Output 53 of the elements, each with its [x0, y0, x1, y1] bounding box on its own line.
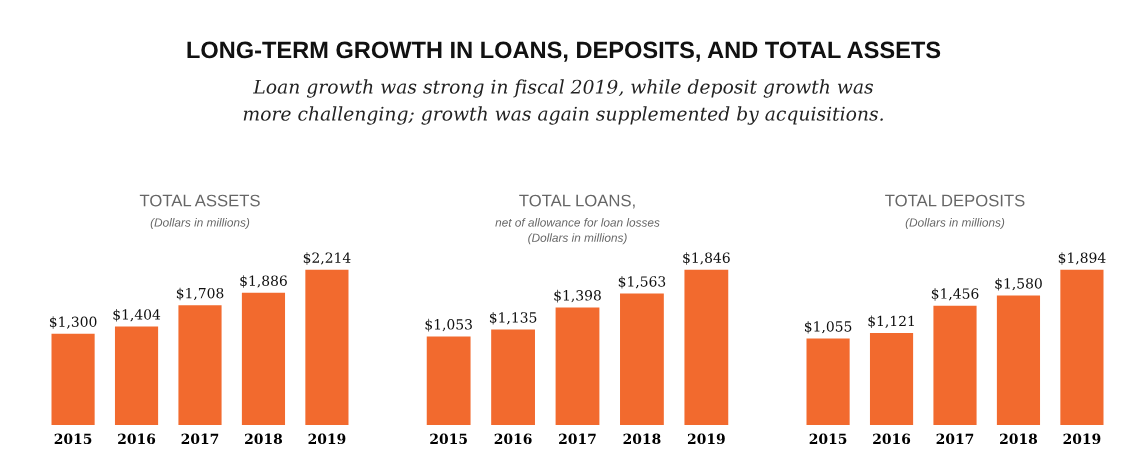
data-label: $1,708 — [176, 287, 224, 301]
chart-title: TOTAL DEPOSITS — [885, 194, 1025, 207]
x-tick-label: 2017 — [559, 433, 596, 445]
x-tick-label: 2018 — [1000, 433, 1038, 445]
x-tick-label: 2019 — [308, 433, 346, 445]
x-tick-label: 2019 — [687, 433, 725, 445]
bar — [114, 326, 159, 425]
bar — [491, 329, 535, 425]
x-tick-label: 2015 — [430, 433, 467, 445]
x-tick-label: 2017 — [181, 433, 219, 445]
data-label: $1,300 — [49, 316, 97, 329]
x-tick-label: 2015 — [54, 433, 92, 445]
data-label: $2,214 — [303, 252, 351, 265]
bar — [51, 333, 95, 425]
data-label: $1,404 — [113, 308, 161, 322]
chart-title: TOTAL LOANS, — [519, 194, 635, 209]
bar — [806, 338, 850, 425]
x-tick-label: 2015 — [809, 433, 847, 445]
x-tick-label: 2019 — [1063, 433, 1101, 445]
data-label: $1,563 — [618, 275, 666, 289]
bar — [1060, 269, 1104, 425]
bar — [555, 307, 600, 425]
data-label: $1,456 — [931, 288, 979, 301]
bar — [996, 295, 1041, 425]
chart-title: TOTAL ASSETS — [139, 194, 260, 207]
x-tick-label: 2016 — [118, 433, 156, 445]
data-label: $1,135 — [489, 311, 537, 325]
bar — [241, 292, 286, 425]
x-tick-label: 2018 — [245, 433, 283, 445]
data-label: $1,886 — [240, 275, 287, 288]
bar — [426, 336, 471, 425]
bar — [178, 305, 222, 425]
x-tick-label: 2018 — [623, 433, 661, 445]
bar — [620, 293, 664, 425]
data-label: $1,055 — [804, 320, 852, 334]
x-tick-label: 2016 — [494, 433, 532, 445]
data-label: $1,894 — [1058, 252, 1106, 265]
x-tick-label: 2016 — [873, 433, 911, 445]
x-tick-label: 2017 — [936, 433, 974, 445]
text: LONG-TERM GROWTH IN LOANS, DEPOSITS, AND TOTAL ASSETS — [187, 41, 941, 62]
data-label: $1,053 — [425, 318, 472, 332]
bar — [305, 269, 349, 425]
data-label: $1,846 — [683, 252, 730, 265]
text: Loan growth was strong in fiscal 2019, while deposit growth was more challenging; growth was again supplemented by acquisitions. — [243, 79, 883, 125]
bar — [933, 305, 977, 425]
chart-subtitle: (Dollars in millions) — [905, 218, 1005, 229]
data-label: $1,580 — [995, 277, 1042, 291]
bar — [684, 269, 729, 425]
bar — [869, 333, 914, 425]
chart-subtitle: net of allowance for loan losses (Dollars in millions) — [495, 218, 660, 245]
chart-subtitle: (Dollars in millions) — [150, 218, 250, 229]
data-label: $1,121 — [868, 315, 914, 329]
data-label: $1,398 — [554, 289, 601, 303]
